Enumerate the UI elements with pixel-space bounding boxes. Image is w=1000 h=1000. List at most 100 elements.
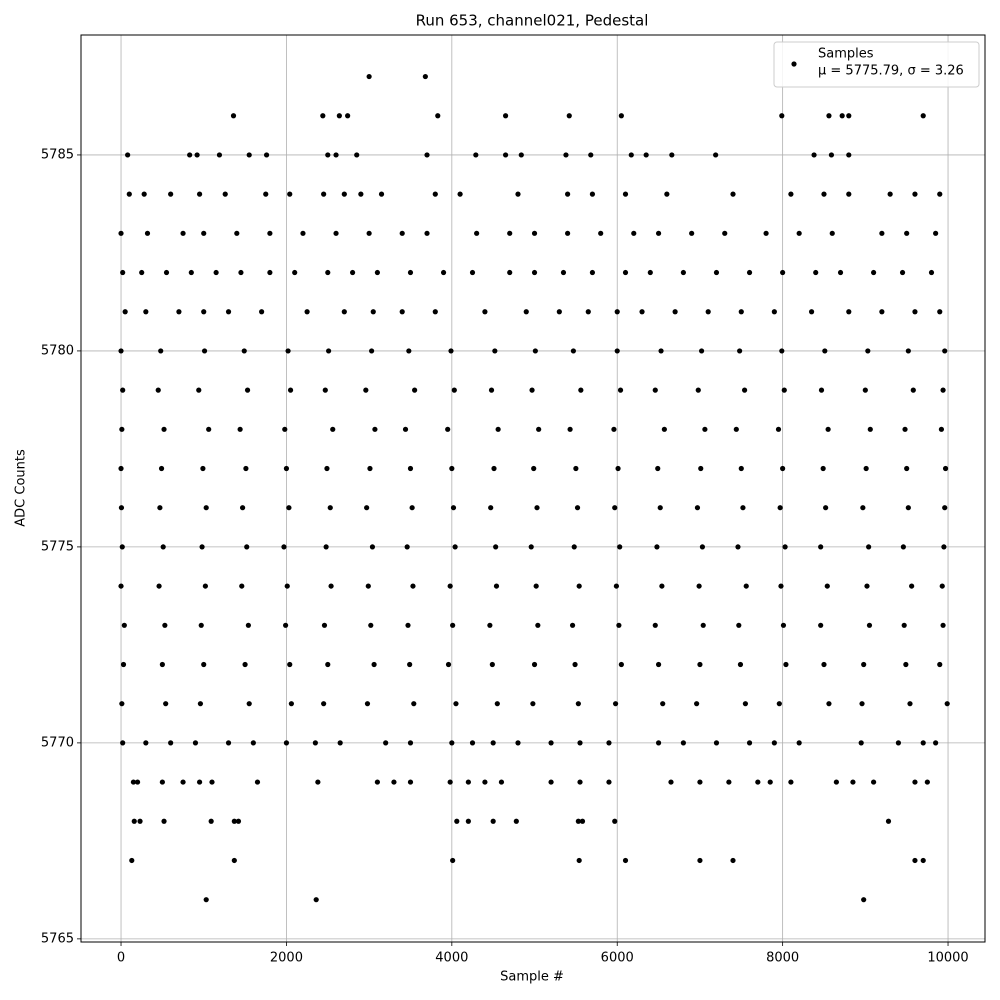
- sample-point: [489, 661, 495, 668]
- sample-point: [730, 857, 736, 864]
- sample-point: [196, 779, 203, 785]
- sample-point: [201, 661, 207, 668]
- sample-point: [243, 465, 249, 472]
- sample-point: [863, 465, 869, 472]
- sample-point: [565, 230, 571, 236]
- sample-point: [694, 505, 701, 511]
- sample-point: [585, 309, 591, 315]
- sample-point: [286, 505, 292, 511]
- sample-point: [187, 152, 193, 158]
- sample-point: [879, 230, 885, 236]
- sample-point: [341, 191, 347, 197]
- sample-point: [533, 583, 539, 589]
- sample-point: [287, 661, 293, 668]
- sample-point: [531, 465, 537, 472]
- sample-point: [216, 152, 223, 158]
- sample-point: [698, 465, 704, 472]
- legend-label: Samples: [818, 47, 874, 62]
- sample-point: [713, 740, 720, 746]
- sample-point: [899, 269, 906, 276]
- sample-point: [130, 779, 137, 785]
- sample-point: [282, 426, 288, 432]
- sample-point: [700, 622, 706, 628]
- sample-point: [333, 152, 339, 158]
- sample-point: [735, 544, 741, 550]
- sample-point: [201, 309, 207, 315]
- sample-point: [445, 661, 452, 668]
- sample-point: [628, 152, 634, 158]
- sample-point: [904, 230, 910, 236]
- sample-point: [614, 309, 620, 315]
- sample-point: [871, 779, 877, 785]
- sample-point: [885, 818, 892, 824]
- sample-point: [617, 387, 624, 393]
- sample-point: [244, 544, 250, 550]
- sample-point: [122, 309, 128, 315]
- sample-point: [312, 740, 318, 746]
- sample-point: [155, 387, 161, 393]
- sample-point: [407, 269, 414, 276]
- sample-point: [689, 230, 695, 236]
- sample-point: [529, 387, 535, 393]
- sample-point: [321, 191, 327, 197]
- sample-point: [371, 661, 377, 668]
- sample-point: [244, 387, 251, 393]
- sample-point: [823, 505, 829, 511]
- sample-point: [323, 544, 329, 550]
- sample-point: [369, 348, 375, 354]
- sample-point: [565, 191, 571, 197]
- sample-point: [577, 740, 583, 746]
- sample-point: [287, 387, 294, 393]
- sample-point: [203, 897, 209, 903]
- sample-point: [176, 309, 182, 315]
- sample-point: [326, 348, 332, 354]
- sample-point: [328, 583, 334, 589]
- sample-point: [613, 583, 620, 589]
- sample-point: [315, 779, 321, 785]
- sample-point: [939, 583, 945, 589]
- sample-point: [465, 779, 471, 785]
- sample-point: [283, 740, 290, 746]
- sample-point: [225, 740, 232, 746]
- sample-point: [780, 465, 786, 472]
- sample-point: [407, 740, 414, 746]
- sample-point: [320, 113, 326, 119]
- sample-point: [399, 230, 405, 236]
- sample-point: [938, 426, 945, 432]
- sample-point: [284, 583, 290, 589]
- sample-point: [358, 191, 364, 197]
- sample-point: [846, 191, 852, 197]
- sample-point: [767, 779, 773, 785]
- sample-point: [713, 269, 720, 276]
- sample-point: [449, 465, 455, 472]
- sample-point: [887, 191, 893, 197]
- sample-point: [469, 740, 476, 746]
- sample-point: [370, 309, 376, 315]
- sample-point: [818, 387, 825, 393]
- sample-point: [194, 152, 200, 158]
- sample-point: [702, 426, 708, 432]
- sample-point: [482, 779, 488, 785]
- sample-point: [162, 622, 168, 628]
- sample-point: [300, 230, 306, 236]
- sample-point: [432, 191, 438, 197]
- sample-point: [741, 387, 748, 393]
- sample-point: [287, 191, 293, 197]
- sample-point: [569, 622, 576, 628]
- sample-point: [336, 113, 342, 119]
- sample-point: [818, 544, 824, 550]
- sample-point: [131, 818, 137, 824]
- sample-point: [263, 152, 270, 158]
- sample-point: [435, 113, 441, 119]
- sample-point: [198, 622, 204, 628]
- legend-box: [773, 41, 980, 88]
- sample-point: [364, 701, 371, 707]
- sample-point: [548, 740, 554, 746]
- sample-point: [738, 309, 744, 315]
- sample-point: [657, 505, 663, 511]
- sample-point: [575, 701, 581, 707]
- sample-point: [246, 152, 252, 158]
- sample-point: [659, 583, 665, 589]
- sample-point: [488, 505, 494, 511]
- sample-point: [577, 779, 583, 785]
